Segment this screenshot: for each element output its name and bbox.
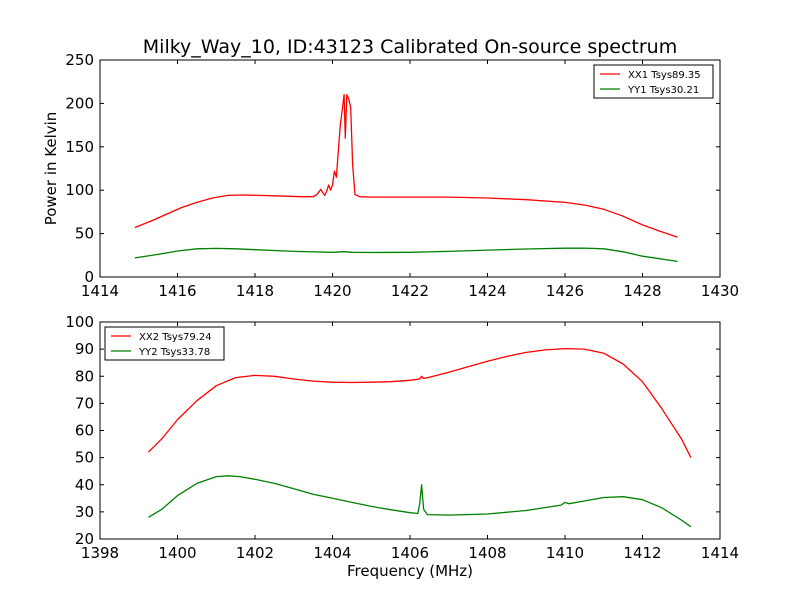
series-line-1 xyxy=(134,94,678,238)
y-tick-label: 100 xyxy=(65,313,94,331)
y-tick-label: 50 xyxy=(75,449,94,467)
y-tick-label: 100 xyxy=(65,181,94,199)
y-tick-label: 80 xyxy=(75,367,94,385)
legend-box xyxy=(104,326,225,361)
series-line-2 xyxy=(134,247,678,263)
legend-label: XX2 Tsys79.24 xyxy=(139,332,212,343)
y-tick-label: 90 xyxy=(75,340,94,358)
x-tick-label: 1414 xyxy=(81,282,119,300)
x-tick-label: 1430 xyxy=(701,282,739,300)
y-tick-label: 30 xyxy=(75,503,94,521)
x-tick-label: 1428 xyxy=(623,282,661,300)
x-tick-label: 1410 xyxy=(546,544,584,562)
y-tick-label: 0 xyxy=(84,268,94,286)
x-tick-label: 1424 xyxy=(468,282,506,300)
legend: XX2 Tsys79.24 YY2 Tsys33.78 xyxy=(104,326,225,361)
x-tick-label: 1416 xyxy=(158,282,196,300)
chart-title: Milky_Way_10, ID:43123 Calibrated On-sou… xyxy=(143,36,677,58)
x-tick-label: 1404 xyxy=(313,544,351,562)
x-tick-label: 1418 xyxy=(236,282,274,300)
y-tick-label: 40 xyxy=(75,476,94,494)
x-axis-title: Frequency (MHz) xyxy=(347,562,473,580)
y-tick-label: 20 xyxy=(75,530,94,548)
x-tick-label: 1414 xyxy=(701,544,739,562)
x-tick-label: 1406 xyxy=(391,544,429,562)
y-tick-label: 60 xyxy=(75,422,94,440)
legend-label: YY1 Tsys30.21 xyxy=(627,85,699,96)
x-tick-label: 1408 xyxy=(468,544,506,562)
x-tick-label: 1400 xyxy=(158,544,196,562)
y-tick-label: 70 xyxy=(75,394,94,412)
top-panel: 1414 1416 1418 1420 1422 1424 1426 1428 1430 0 50 1… xyxy=(42,51,739,300)
x-tick-label: 1426 xyxy=(546,282,584,300)
legend-label: YY2 Tsys33.78 xyxy=(138,347,210,358)
y-tick-label: 200 xyxy=(65,94,94,112)
y-axis-title: Power in Kelvin xyxy=(42,112,60,226)
x-tick-label: 1398 xyxy=(81,544,119,562)
bottom-panel: 1398 1400 1402 1404 1406 1408 1410 1412 1414 20 30… xyxy=(65,313,739,580)
x-tick-label: 1420 xyxy=(313,282,351,300)
series-line-1 xyxy=(147,347,692,458)
x-tick-label: 1422 xyxy=(391,282,429,300)
x-tick-label: 1402 xyxy=(236,544,274,562)
legend-label: XX1 Tsys89.35 xyxy=(628,70,701,81)
legend: XX1 Tsys89.35 YY1 Tsys30.21 xyxy=(593,64,714,99)
y-tick-label: 150 xyxy=(65,138,94,156)
y-tick-label: 50 xyxy=(75,225,94,243)
y-tick-label: 250 xyxy=(65,51,94,69)
x-tick-label: 1412 xyxy=(623,544,661,562)
legend-box xyxy=(593,64,714,99)
series-line-2 xyxy=(148,475,692,528)
